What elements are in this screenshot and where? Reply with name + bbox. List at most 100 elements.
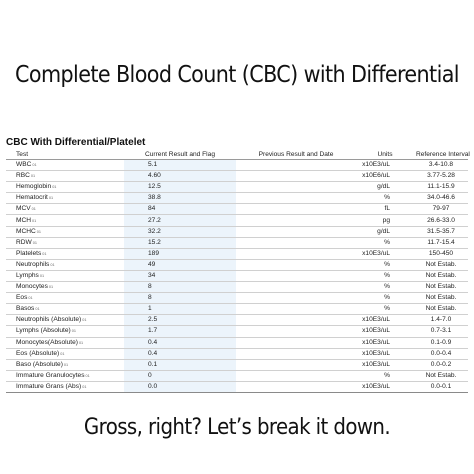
current-result-cell: 0.4 [124,348,236,360]
table-row: RBC01 4.60 x10E6/uL 3.77-5.28 [6,170,468,183]
previous-result-cell [236,270,356,283]
current-result-cell: 2.5 [124,314,236,327]
current-result-cell: 12.5 [124,181,236,194]
test-name-cell: Baso (Absolute)01 [6,359,124,371]
table-row: Basos01 1% Not Estab. [6,303,468,316]
reference-interval-cell: 0.0-0.4 [414,348,468,360]
footnote-marker: 01 [42,251,47,256]
test-name: RDW [16,238,32,246]
test-name: MCHC [16,227,36,235]
current-result-cell: 8 [124,292,236,305]
current-result-cell: 15.2 [124,237,236,249]
units-cell: x10E3/uL [356,359,414,371]
table-row: Eos (Absolute)01 0.4 x10E3/uL 0.0-0.4 [6,348,468,360]
footnote-marker: 01 [32,240,37,245]
units-cell: x10E6/uL [356,170,414,183]
test-name: Monocytes [16,283,48,291]
test-name-cell: Neutrophils01 [6,259,124,271]
footnote-marker: 01 [60,351,65,356]
footnote-marker: 01 [32,218,37,223]
previous-result-cell [236,159,356,172]
test-name: MCH [16,216,32,224]
current-result-cell: 27.2 [124,214,236,227]
reference-interval-cell: Not Estab. [414,370,468,382]
current-result-cell: 8 [124,281,236,294]
footnote-marker: 01 [35,307,40,312]
test-name: Baso (Absolute) [16,360,63,368]
previous-result-cell [236,192,356,205]
reference-interval-cell: 11.7-15.4 [414,237,468,249]
footnote-marker: 01 [82,384,87,389]
reference-interval-cell: Not Estab. [414,292,468,305]
previous-result-cell [236,314,356,327]
footnote-marker: 01 [31,207,36,212]
table-row: Baso (Absolute)01 0.1 x10E3/uL 0.0-0.2 [6,359,468,371]
test-name-cell: MCV01 [6,203,124,216]
previous-result-cell [236,237,356,249]
footnote-marker: 01 [39,273,45,278]
column-header-test: Test [6,149,124,160]
cbc-table: Test Current Result and Flag Previous Re… [6,149,470,393]
table-row: Neutrophils01 49% Not Estab. [6,259,468,271]
previous-result-cell [236,259,356,271]
units-cell: % [356,270,414,283]
footnote-marker: 01 [50,262,55,267]
units-cell: % [356,370,414,382]
table-row: MCH01 27.2 pg 26.6-33.0 [6,214,468,227]
footnote-marker: 01 [52,185,57,190]
current-result-cell: 0 [124,370,236,382]
units-cell: % [356,192,414,205]
column-header-units: Units [356,149,414,160]
previous-result-cell [236,348,356,360]
reference-interval-cell: Not Estab. [414,281,468,294]
units-cell: pg [356,214,414,227]
previous-result-cell [236,214,356,227]
test-name: Immature Granulocytes [16,371,85,379]
reference-interval-cell: 1.4-7.0 [414,314,468,327]
previous-result-cell [236,281,356,294]
test-name-cell: Monocytes01 [6,281,124,294]
table-row: Hemoglobin01 12.5 g/dL 11.1-15.9 [6,181,468,194]
test-name-cell: WBC01 [6,159,124,172]
test-name: Immature Grans (Abs) [16,382,82,390]
reference-interval-cell: Not Estab. [414,303,468,316]
current-result-cell: 34 [124,270,236,283]
test-name: Hematocrit [16,194,48,202]
footnote-marker: 01 [36,229,42,234]
current-result-cell: 4.60 [124,170,236,183]
test-name: Eos [16,294,28,302]
footnote-marker: 01 [30,174,36,179]
units-cell: x10E3/uL [356,159,414,172]
reference-interval-cell: 3.77-5.28 [414,170,468,183]
units-cell: x10E3/uL [356,325,414,338]
table-row: Neutrophils (Absolute)01 2.5 x10E3/uL 1.4-7… [6,314,468,327]
reference-interval-cell: 0.0-0.2 [414,359,468,371]
table-header-row: Test Current Result and Flag Previous Re… [6,149,470,160]
table-body: WBC01 5.1 x10E3/uL 3.4-10.8 RBC01 4.60 x10E6/u… [6,159,468,393]
reference-interval-cell: 34.0-46.6 [414,192,468,205]
footnote-marker: 01 [85,373,90,378]
units-cell: g/dL [356,181,414,194]
table-row: Eos01 8% Not Estab. [6,292,468,305]
reference-interval-cell: Not Estab. [414,270,468,283]
test-name: Platelets [16,249,42,257]
reference-interval-cell: 3.4-10.8 [414,159,468,172]
previous-result-cell [236,248,356,260]
units-cell: x10E3/uL [356,248,414,260]
test-name-cell: Basos01 [6,303,124,316]
test-name: Basos [16,305,35,313]
headline: Complete Blood Count (CBC) with Differen… [15,62,460,88]
footnote-marker: 01 [28,296,33,301]
footnote-marker: 01 [71,329,76,334]
current-result-cell: 189 [124,248,236,260]
previous-result-cell [236,359,356,371]
test-name-cell: Lymphs01 [6,270,124,283]
test-name: RBC [16,172,30,180]
previous-result-cell [236,325,356,338]
reference-interval-cell: 31.5-35.7 [414,226,468,238]
test-name-cell: Eos (Absolute)01 [6,348,124,360]
table-row: Hematocrit01 38.8% 34.0-46.6 [6,192,468,205]
reference-interval-cell: 11.1-15.9 [414,181,468,194]
table-row: Lymphs (Absolute)01 1.7 x10E3/uL 0.7-3.1 [6,325,468,338]
caption: Gross, right? Let’s break it down. [83,415,391,440]
